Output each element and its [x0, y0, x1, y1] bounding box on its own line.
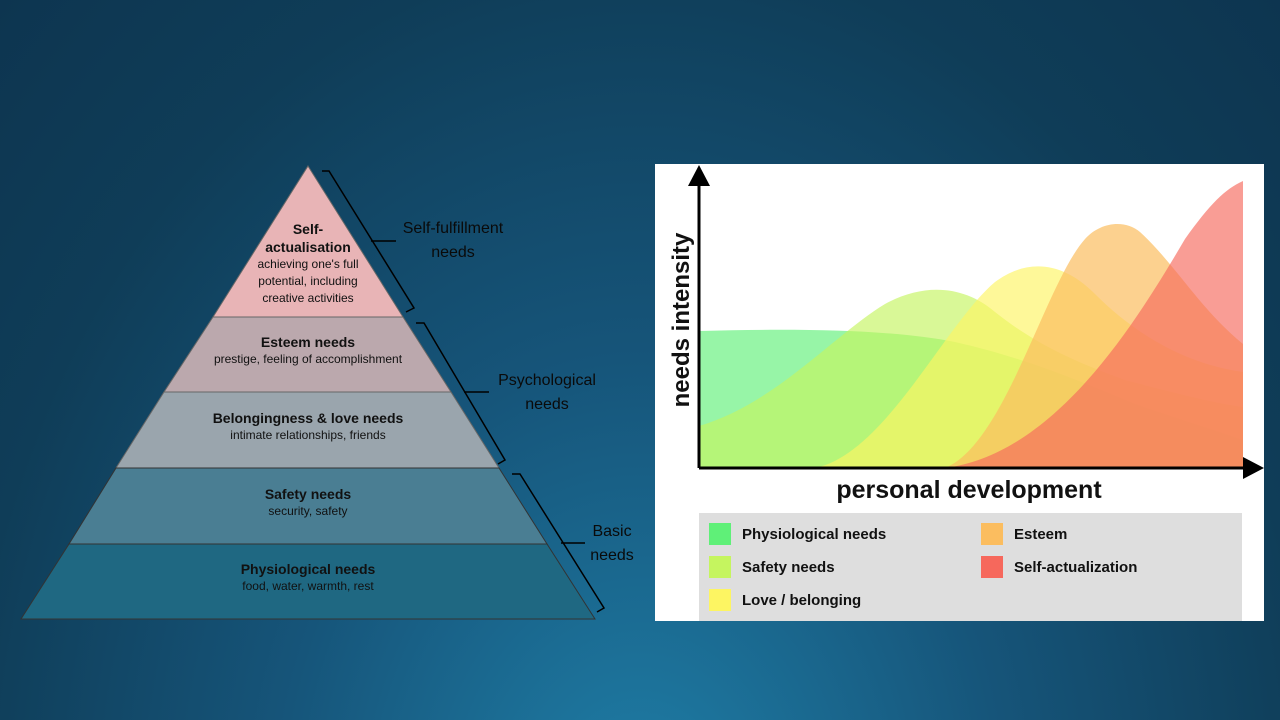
legend-item-love: Love / belonging [709, 589, 861, 611]
y-axis-arrow [688, 165, 710, 186]
tier-belonging-subtitle: intimate relationships, friends [230, 428, 386, 442]
y-axis-title-text: needs intensity [668, 232, 695, 408]
needs-intensity-chart: needs intensity personal development Phy… [655, 164, 1264, 621]
legend-item-physiological: Physiological needs [709, 523, 886, 545]
chart-axes [688, 165, 1264, 479]
group-label-psychological: Psychological needs [498, 372, 596, 413]
group-label-self-fulfillment: Self-fulfillment needs [402, 220, 504, 261]
tier-self-actualisation-title: Self- actualisation [265, 221, 351, 255]
legend-swatch-self-actualization [981, 556, 1003, 578]
chart-plot [688, 165, 1264, 479]
tier-esteem-title: Esteem needs [260, 334, 356, 350]
maslow-pyramid [20, 165, 606, 620]
legend-swatch-love [709, 589, 731, 611]
legend-label-love: Love / belonging [742, 591, 862, 609]
tier-physiological-title: Physiological needs [240, 561, 376, 577]
legend-label-physiological: Physiological needs [742, 525, 887, 543]
chart-legend: Physiological needs Esteem Safety needs … [699, 513, 1242, 621]
curve-self-actualization-area [945, 181, 1243, 468]
tier-physiological: Physiological needs food, water, warmth,… [168, 560, 448, 595]
tier-esteem-subtitle: prestige, feeling of accomplishment [213, 352, 403, 366]
y-axis-title: needs intensity [667, 220, 697, 420]
legend-label-self-actualization: Self-actualization [1014, 558, 1138, 576]
tier-esteem: Esteem needs prestige, feeling of accomp… [168, 333, 448, 368]
tier-safety-title: Safety needs [264, 486, 352, 502]
legend-swatch-esteem [981, 523, 1003, 545]
legend-item-esteem: Esteem [981, 523, 1067, 545]
tier-safety-subtitle: security, safety [268, 504, 348, 518]
pyramid-tiers [20, 165, 596, 620]
legend-item-safety: Safety needs [709, 556, 835, 578]
legend-item-self-actualization: Self-actualization [981, 556, 1137, 578]
x-axis-arrow [1243, 457, 1264, 479]
tier-physiological-shape [20, 543, 596, 620]
tier-safety: Safety needs security, safety [168, 485, 448, 520]
bracket-self-fulfillment [322, 170, 416, 313]
legend-label-safety: Safety needs [742, 558, 835, 576]
needs-curves [699, 181, 1243, 468]
tier-physiological-subtitle: food, water, warmth, rest [242, 579, 374, 593]
tier-self-actualisation: Self- actualisation achieving one's full… [238, 220, 378, 307]
tier-belonging-title: Belongingness & love needs [212, 410, 404, 426]
legend-label-esteem: Esteem [1014, 525, 1068, 543]
tier-self-actualisation-subtitle: achieving one's full potential, includin… [257, 257, 359, 305]
group-label-basic: Basic needs [590, 523, 634, 564]
tier-belonging: Belongingness & love needs intimate rela… [168, 409, 448, 444]
bracket-basic [512, 473, 606, 613]
x-axis-title: personal development [836, 476, 1102, 504]
group-brackets [322, 170, 606, 613]
legend-swatch-physiological [709, 523, 731, 545]
legend-swatch-safety [709, 556, 731, 578]
